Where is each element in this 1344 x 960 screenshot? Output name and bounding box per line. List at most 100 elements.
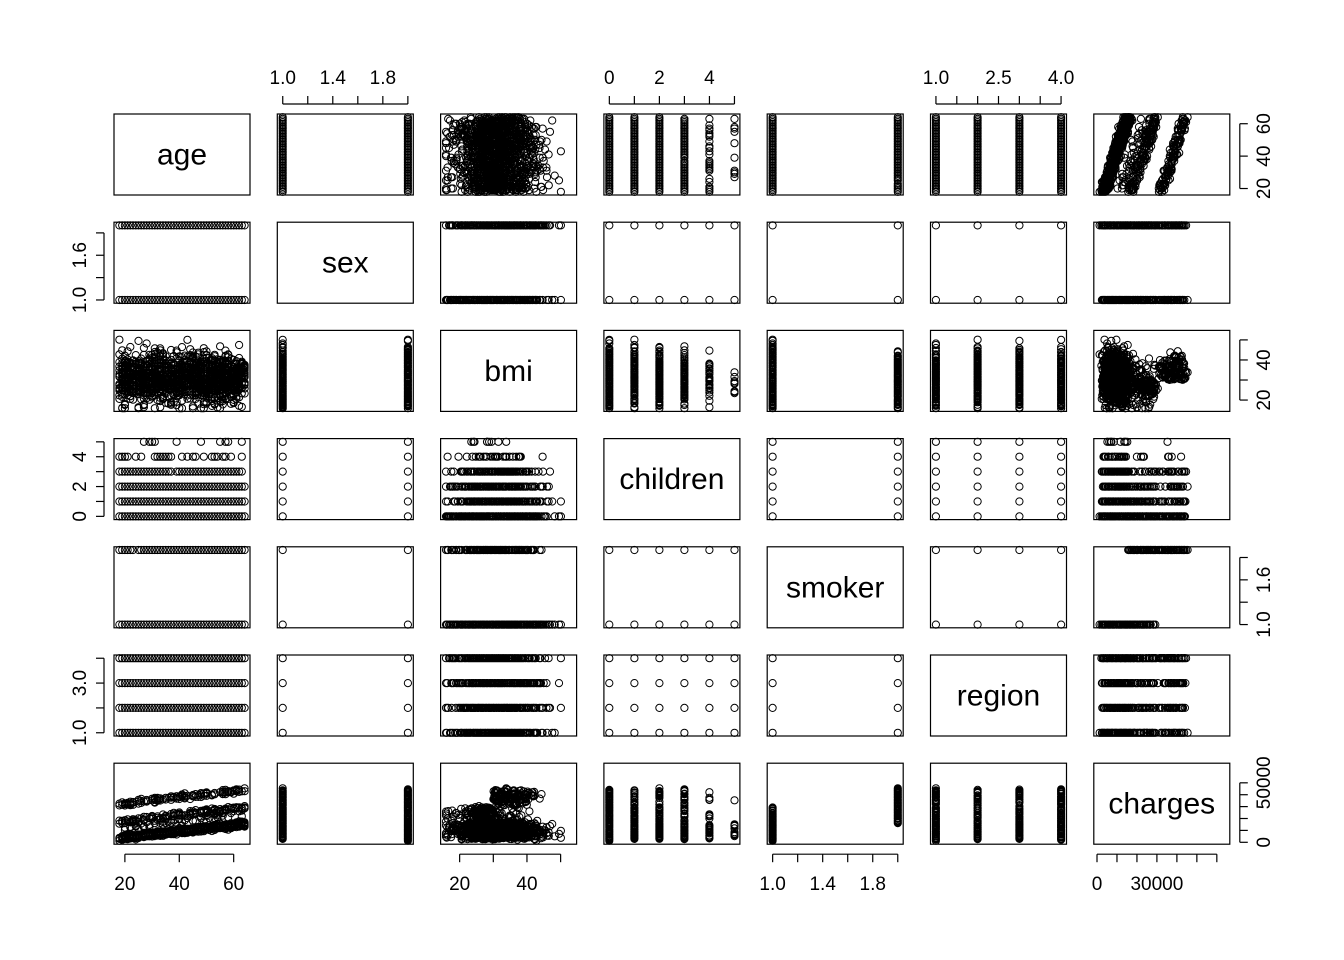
point-marks — [768, 335, 902, 413]
tick-label: 1.8 — [370, 68, 396, 89]
points-sex-vs-bmi — [441, 221, 565, 305]
panel-region-vs-region — [929, 654, 1068, 737]
tick-label: 20 — [1254, 178, 1275, 199]
points-children-vs-smoker — [768, 437, 902, 521]
tick-label: 40 — [516, 874, 537, 895]
tick-label: 0 — [1092, 874, 1103, 895]
panel-region-vs-charges — [1093, 654, 1231, 737]
tick-label: 2.5 — [985, 68, 1011, 89]
points-children-vs-sex — [278, 437, 412, 521]
point-marks — [441, 784, 565, 845]
point-marks — [768, 437, 902, 521]
tick-label: 20 — [1254, 389, 1275, 410]
point-marks — [931, 221, 1066, 305]
x-axis-charges: 0 30000 — [1092, 853, 1218, 895]
tick-label: 1.0 — [1254, 611, 1275, 637]
points-age-vs-bmi — [441, 113, 565, 196]
points-smoker-vs-charges — [1095, 545, 1192, 629]
tick-label: 1.6 — [1254, 567, 1275, 593]
panel-smoker-vs-charges — [1093, 546, 1231, 629]
tick-label: 50000 — [1254, 756, 1275, 809]
tick-label: 0 — [70, 511, 91, 522]
tick-label: 0 — [1254, 837, 1275, 848]
panel-region-vs-sex — [276, 654, 414, 737]
x-axis-children: 0 2 4 — [604, 68, 736, 105]
points-smoker-vs-bmi — [441, 545, 565, 629]
panel-sex-vs-bmi — [440, 221, 578, 304]
point-marks — [115, 335, 249, 413]
tick-label: 4.0 — [1048, 68, 1074, 89]
point-marks — [931, 545, 1066, 629]
point-marks — [605, 221, 739, 305]
panel-smoker-vs-region — [929, 546, 1068, 629]
y-axis-sex: 1.0 1.6 — [70, 232, 105, 313]
point-marks — [1095, 654, 1192, 737]
tick-label: 20 — [449, 874, 470, 895]
point-marks — [441, 221, 565, 305]
points-sex-vs-charges — [1095, 221, 1192, 305]
point-marks — [931, 437, 1066, 521]
points-charges-vs-sex — [278, 784, 412, 845]
panel-smoker-vs-children — [603, 546, 741, 629]
point-marks — [115, 437, 249, 521]
tick-label: 1.4 — [809, 874, 836, 895]
point-marks — [278, 437, 412, 521]
panel-region-vs-smoker — [766, 654, 904, 737]
point-marks — [441, 545, 565, 629]
tick-label: 1.6 — [70, 242, 91, 268]
points-sex-vs-smoker — [768, 221, 902, 305]
point-marks — [278, 335, 412, 413]
y-axis-children: 0 2 4 — [70, 441, 105, 522]
y-axis-charges: 0 50000 — [1239, 756, 1275, 848]
tick-label: 2 — [654, 68, 665, 89]
x-axis-region: 1.0 2.5 4.0 — [923, 68, 1074, 105]
panel-charges-vs-age — [113, 762, 251, 845]
point-marks — [115, 545, 249, 629]
panel-charges-vs-bmi — [440, 762, 578, 845]
points-age-vs-region — [931, 113, 1066, 196]
diag-label-children: children — [619, 463, 724, 496]
panel-age-vs-sex — [276, 113, 414, 196]
panel-children-vs-age — [113, 438, 251, 521]
tick-label: 1.0 — [70, 720, 91, 746]
panel-age-vs-region — [929, 113, 1068, 196]
diag-label-bmi: bmi — [484, 355, 532, 388]
tick-label: 4 — [70, 451, 91, 462]
panel-children-vs-charges — [1093, 438, 1231, 521]
panel-region-vs-age — [113, 654, 251, 737]
point-marks — [768, 221, 902, 305]
point-marks — [1095, 335, 1192, 413]
points-region-vs-smoker — [768, 654, 902, 737]
panel-bmi-vs-region — [929, 329, 1068, 412]
point-marks — [931, 113, 1066, 196]
panel-sex-vs-region — [929, 221, 1068, 304]
points-charges-vs-children — [605, 784, 739, 845]
point-marks — [441, 113, 565, 196]
point-marks — [441, 654, 565, 737]
points-children-vs-age — [115, 437, 249, 521]
tick-label: 1.0 — [270, 68, 296, 89]
diag-label-age: age — [157, 139, 207, 172]
panel-charges-vs-smoker — [766, 762, 904, 845]
tick-label: 40 — [1254, 146, 1275, 167]
point-marks — [605, 545, 739, 629]
panel-bmi-vs-bmi — [440, 329, 578, 412]
panel-sex-vs-sex — [276, 221, 414, 304]
panel-charges-vs-charges — [1093, 762, 1231, 845]
point-marks — [768, 784, 902, 845]
diag-label-region: region — [957, 680, 1040, 713]
point-marks — [1095, 113, 1192, 196]
point-marks — [768, 654, 902, 737]
tick-label: 1.0 — [759, 874, 785, 895]
panel-bmi-vs-smoker — [766, 329, 904, 412]
panel-smoker-vs-age — [113, 546, 251, 629]
points-charges-vs-region — [931, 784, 1066, 845]
points-bmi-vs-charges — [1095, 335, 1192, 413]
point-marks — [278, 545, 412, 629]
points-region-vs-charges — [1095, 654, 1192, 737]
tick-label: 30000 — [1130, 874, 1183, 895]
points-bmi-vs-children — [605, 335, 739, 413]
point-marks — [768, 113, 902, 196]
